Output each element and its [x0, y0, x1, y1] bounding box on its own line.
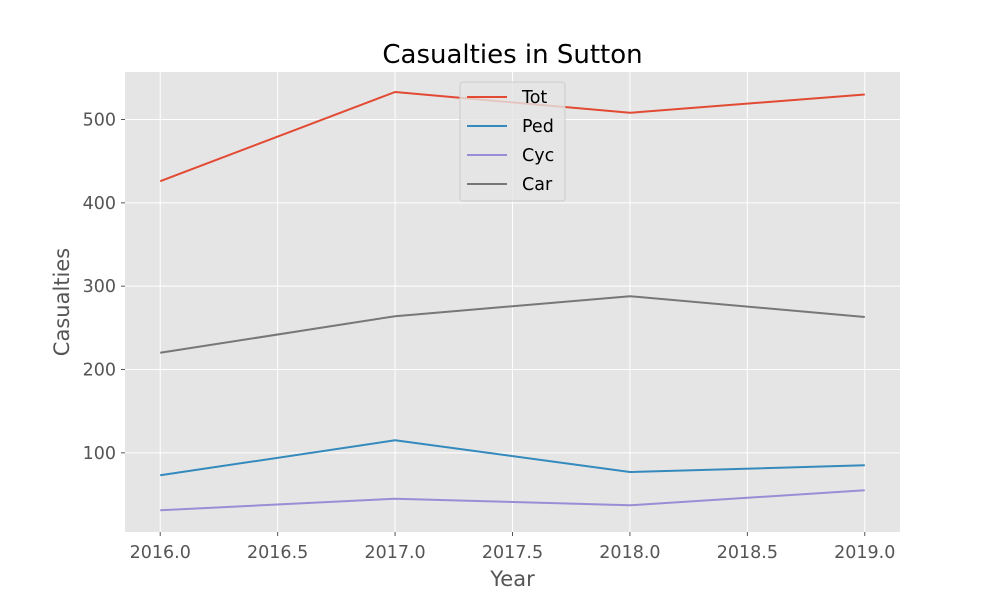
y-tick-label: 500 — [83, 111, 116, 131]
series-line-cyc — [160, 489, 865, 512]
legend-frame — [459, 81, 566, 202]
legend-label-car: Car — [522, 175, 553, 195]
legend-label-cyc: Cyc — [522, 146, 554, 166]
y-axis-ticks: 100 200 300 400 500 — [83, 111, 125, 464]
y-tick-label: 100 — [83, 444, 116, 464]
x-tick-label: 2017.0 — [364, 543, 425, 563]
x-axis-ticks: 2016.0 2016.5 2017.0 2017.5 2018.0 2018.5 2019… — [130, 532, 895, 563]
x-tick-label: 2016.0 — [130, 543, 191, 563]
chart-title: Casualties in Sutton — [382, 40, 642, 70]
x-tick-label: 2018.5 — [717, 543, 778, 563]
legend: Tot Ped Cyc Car — [459, 81, 566, 202]
x-tick-label: 2016.5 — [247, 543, 308, 563]
y-tick-label: 200 — [83, 361, 116, 381]
legend-label-ped: Ped — [522, 117, 554, 137]
y-tick-label: 300 — [83, 277, 116, 297]
x-tick-label: 2018.0 — [599, 543, 660, 563]
series-line-ped — [160, 439, 865, 477]
x-axis-label: Year — [489, 567, 535, 591]
series-line-car — [160, 295, 865, 354]
x-tick-label: 2019.0 — [834, 543, 895, 563]
y-axis-label: Casualties — [50, 248, 74, 356]
x-tick-label: 2017.5 — [482, 543, 543, 563]
legend-label-tot: Tot — [521, 88, 547, 108]
y-tick-label: 400 — [83, 194, 116, 214]
